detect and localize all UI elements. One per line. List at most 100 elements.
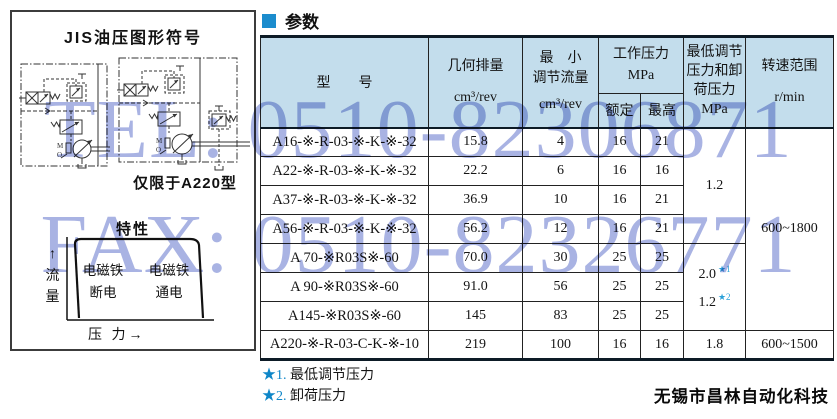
col-header-speed-range: 转速范围 r/min bbox=[745, 36, 834, 129]
max-cell: 21 bbox=[640, 214, 684, 244]
characteristics-chart: ↑流量 电磁铁断电 电磁铁通电 压 力→ bbox=[40, 234, 230, 343]
displacement-cell: 145 bbox=[428, 301, 523, 331]
displacement-cell: 56.2 bbox=[428, 214, 523, 244]
displacement-cell: 70.0 bbox=[428, 243, 523, 273]
footnote-2-text: 卸荷压力 bbox=[290, 389, 346, 404]
model-cell: A22-※-R-03-※-K-※-32 bbox=[260, 156, 429, 186]
col-header-working-pressure: 工作压力 MPa bbox=[598, 36, 684, 94]
col-header-displacement: 几何排量 cm³/rev bbox=[428, 36, 523, 129]
max-cell: 21 bbox=[640, 127, 684, 157]
diagram-outlet-label: O bbox=[57, 151, 62, 159]
table-row: A16-※-R-03-※-K-※-32 15.8 4 16 21 1.2 600… bbox=[260, 127, 834, 331]
displacement-label: 几何排量 bbox=[447, 58, 504, 74]
jis-symbol-panel: JIS油压图形符号 bbox=[10, 10, 256, 351]
min-flow-cell: 6 bbox=[522, 156, 599, 186]
rated-cell: 16 bbox=[598, 214, 641, 244]
a220-only-note: 仅限于A220型 bbox=[133, 175, 237, 192]
speed-merged-cell-rows1-7: 600~1800 bbox=[745, 127, 834, 331]
min-flow-label-line1: 最 小 bbox=[539, 50, 582, 66]
curve-label-solenoid-off: 电磁铁断电 bbox=[82, 263, 124, 300]
pressure-cell-row8: 1.8 bbox=[683, 330, 746, 360]
hydraulic-circuit-a220: M O bbox=[116, 52, 252, 176]
pressure-merged-cell-rows1-4: 1.2 bbox=[683, 127, 746, 244]
curve-label-solenoid-on: 电磁铁通电 bbox=[148, 263, 190, 300]
pressure-value-b: 1.2 ★2 bbox=[698, 291, 731, 310]
min-adj-label-line2: 压力和卸 bbox=[686, 64, 743, 80]
footnote-ref-1: ★1 bbox=[717, 263, 731, 274]
min-flow-cell: 100 bbox=[522, 330, 599, 360]
hydraulic-circuit-standard-icon: M O bbox=[19, 63, 110, 169]
model-cell: A220-※-R-03-C-K-※-10 bbox=[260, 330, 429, 360]
chart-x-axis-label: 压 力→ bbox=[88, 328, 146, 343]
min-adj-label-line3: 荷压力 bbox=[693, 83, 736, 99]
rated-cell: 25 bbox=[598, 272, 641, 302]
displacement-cell: 15.8 bbox=[428, 127, 523, 157]
footnote-1-marker: ★1. bbox=[262, 368, 287, 383]
diagram-outlet-label: O bbox=[156, 146, 161, 154]
max-cell: 21 bbox=[640, 185, 684, 215]
min-flow-cell: 12 bbox=[522, 214, 599, 244]
footnote-ref-2: ★2 bbox=[717, 291, 731, 302]
max-cell: 16 bbox=[640, 156, 684, 186]
parameter-table: 型 号 几何排量 cm³/rev 最 小 调节流量 c bbox=[260, 35, 834, 361]
min-flow-unit: cm³/rev bbox=[538, 97, 583, 113]
characteristics-title: 特性 bbox=[115, 221, 150, 238]
rated-cell: 16 bbox=[598, 330, 641, 360]
table-row: A 70-※R03S※-60 70.0 30 25 25 2.0 ★1 1.2 ★2 bbox=[260, 243, 834, 331]
rated-cell: 16 bbox=[598, 185, 641, 215]
min-flow-label-line2: 调节流量 bbox=[532, 71, 589, 87]
model-cell: A16-※-R-03-※-K-※-32 bbox=[260, 127, 429, 157]
footnote-1: ★1. 最低调节压力 bbox=[262, 364, 374, 384]
pressure-value-a: 2.0 ★1 bbox=[698, 263, 731, 282]
diagram-motor-label: M bbox=[156, 137, 163, 145]
min-flow-cell: 56 bbox=[522, 272, 599, 302]
min-adj-unit: MPa bbox=[701, 102, 728, 118]
table-row: A56-※-R-03-※-K-※-32 56.2 12 16 21 bbox=[260, 214, 834, 244]
hydraulic-circuit-a220-icon: M O bbox=[117, 57, 250, 171]
min-flow-cell: 4 bbox=[522, 127, 599, 157]
section-header: 参数 bbox=[262, 8, 319, 33]
footnote-1-text: 最低调节压力 bbox=[290, 368, 374, 383]
rated-cell: 16 bbox=[598, 156, 641, 186]
displacement-cell: 22.2 bbox=[428, 156, 523, 186]
jis-panel-title: JIS油压图形符号 bbox=[63, 30, 203, 47]
pressure-merged-cell-rows5-7: 2.0 ★1 1.2 ★2 bbox=[683, 243, 746, 331]
working-pressure-label: 工作压力 bbox=[613, 47, 669, 63]
table-row: A220-※-R-03-C-K-※-10 219 100 16 16 1.8 6… bbox=[260, 330, 834, 360]
max-cell: 25 bbox=[640, 301, 684, 331]
diagram-motor-label: M bbox=[57, 142, 64, 150]
speed-cell-row8: 600~1500 bbox=[745, 330, 834, 360]
model-cell: A56-※-R-03-※-K-※-32 bbox=[260, 214, 429, 244]
col-header-model: 型 号 bbox=[260, 36, 429, 129]
model-cell: A 90-※R03S※-60 bbox=[260, 272, 429, 302]
rated-cell: 16 bbox=[598, 127, 641, 157]
col-header-rated: 额定 bbox=[598, 93, 641, 129]
max-cell: 25 bbox=[640, 243, 684, 273]
max-cell: 25 bbox=[640, 272, 684, 302]
model-cell: A37-※-R-03-※-K-※-32 bbox=[260, 185, 429, 215]
displacement-unit: cm³/rev bbox=[453, 89, 498, 105]
min-adj-label-line1: 最低调节 bbox=[686, 45, 743, 61]
speed-range-label: 转速范围 bbox=[761, 58, 818, 74]
model-cell: A145-※R03S※-60 bbox=[260, 301, 429, 331]
displacement-cell: 36.9 bbox=[428, 185, 523, 215]
parameter-table-wrap: 型 号 几何排量 cm³/rev 最 小 调节流量 c bbox=[260, 35, 834, 361]
rated-cell: 25 bbox=[598, 301, 641, 331]
col-header-min-adjust-pressure: 最低调节 压力和卸 荷压力 MPa bbox=[683, 36, 746, 129]
speed-range-unit: r/min bbox=[774, 89, 805, 105]
displacement-cell: 219 bbox=[428, 330, 523, 360]
min-flow-cell: 30 bbox=[522, 243, 599, 273]
hydraulic-circuit-standard: M O bbox=[18, 56, 112, 174]
min-flow-cell: 10 bbox=[522, 185, 599, 215]
footnote-2-marker: ★2. bbox=[262, 389, 287, 404]
section-bullet-icon bbox=[262, 13, 276, 28]
company-name: 无锡市昌林自动化科技 bbox=[654, 388, 829, 406]
footnote-2: ★2. 卸荷压力 bbox=[262, 385, 346, 405]
chart-y-axis-label: ↑流量 bbox=[45, 247, 60, 306]
displacement-cell: 91.0 bbox=[428, 272, 523, 302]
rated-cell: 25 bbox=[598, 243, 641, 273]
col-header-min-flow: 最 小 调节流量 cm³/rev bbox=[522, 36, 599, 129]
max-cell: 16 bbox=[640, 330, 684, 360]
working-pressure-unit: MPa bbox=[627, 67, 655, 83]
